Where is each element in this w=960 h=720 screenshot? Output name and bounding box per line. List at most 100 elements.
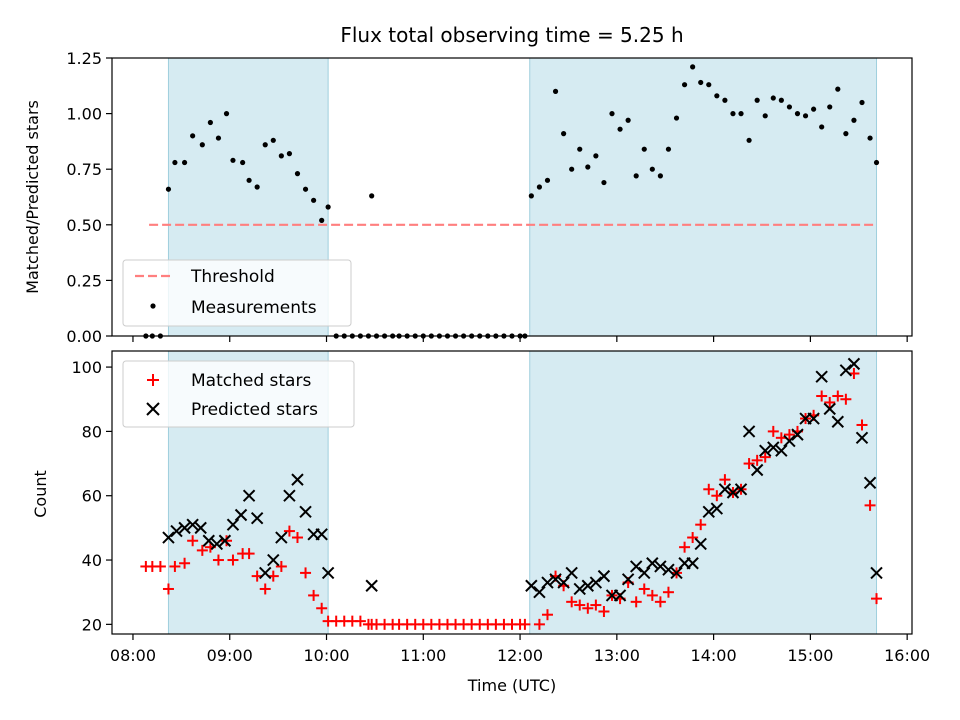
predicted-star-point-4 [194,521,207,535]
predicted-star-point-13 [267,553,280,567]
matched-star-point-73 [719,474,731,486]
predicted-marker-stroke-b [557,576,570,589]
count-panel-frame [111,350,913,635]
measurement-point-68 [673,115,680,121]
predicted-star-point-40 [670,566,683,580]
predicted-legend-marker [146,402,160,416]
predicted-star-point-9 [234,508,248,522]
measurement-point-9 [215,135,222,141]
matched-star-point-49 [519,618,531,630]
predicted-star-point-23 [533,585,546,599]
matched-star-point-56 [582,602,594,614]
measurement-point-58 [593,153,599,159]
matched-star-point-65 [654,596,666,608]
predicted-marker-stroke-b [734,483,748,496]
predicted-star-point-46 [718,483,732,496]
predicted-marker-stroke-b [783,434,796,448]
matched-star-point-13 [243,548,255,560]
ratio-ytick-label: 1.00 [66,105,102,124]
predicted-marker-stroke-b [742,425,756,438]
count-xtick-label: 14:00 [691,646,737,665]
predicted-marker-stroke-b [670,566,683,580]
predicted-marker-stroke-b [533,585,546,599]
measurement-point-88 [835,86,841,92]
ratio-ytick-label: 0.75 [66,160,102,179]
ratio-ytick-label: 1.25 [66,49,102,68]
measurement-point-92 [867,135,873,141]
predicted-star-point-53 [775,444,788,457]
predicted-star-point-36 [638,566,651,580]
predicted-marker-stroke-b [275,531,288,544]
matched-star-point-9 [212,554,224,566]
predicted-star-point-24 [541,576,554,589]
ratio-legend: Threshold Measurements [122,259,352,327]
measurement-point-93 [873,159,880,166]
predicted-marker-stroke-b [686,557,699,570]
predicted-marker-stroke-b [847,357,861,371]
measurement-point-64 [641,146,647,152]
predicted-star-point-60 [831,415,845,428]
measurement-point-63 [633,173,639,179]
count-ytick-label: 60 [82,487,102,506]
matched-star-point-20 [300,567,312,579]
predicted-star-point-54 [783,434,796,448]
predicted-star-point-39 [662,563,675,576]
predicted-marker-stroke-b [565,566,578,580]
matched-star-point-69 [687,532,699,544]
count-ytick-label: 40 [82,551,102,570]
predicted-star-point-16 [291,473,304,486]
matched-star-point-15 [259,583,271,595]
measurement-point-29 [369,193,375,199]
count-y-axis-label: Count [31,470,50,518]
predicted-legend-label: Predicted stars [191,400,318,420]
predicted-marker-stroke-b [863,476,877,490]
matched-star-point-18 [283,525,295,537]
measurement-point-10 [223,111,230,117]
measurement-point-60 [609,111,615,117]
matched-star-point-91 [864,499,876,511]
measurement-point-82 [786,104,793,110]
predicted-marker-stroke-b [831,415,845,428]
predicted-marker-stroke-b [621,573,635,586]
predicted-marker-stroke-b [589,576,603,589]
predicted-marker-stroke-b [718,483,732,496]
matched-star-point-79 [767,425,779,437]
predicted-star-point-27 [565,566,578,580]
matched-star-point-64 [646,589,658,601]
predicted-star-point-20 [321,566,335,580]
predicted-marker-stroke-b [646,557,659,570]
measurement-point-22 [319,217,325,223]
predicted-star-point-35 [629,560,643,573]
matched-star-point-2 [154,560,166,572]
predicted-marker-stroke-b [597,569,611,583]
predicted-star-point-6 [210,537,224,551]
predicted-marker-stroke-b [178,521,191,535]
predicted-star-point-15 [283,489,296,502]
predicted-star-point-51 [759,444,772,457]
predicted-marker-stroke-b [839,364,853,377]
predicted-star-point-25 [549,573,562,586]
predicted-star-point-8 [226,518,240,531]
measurement-point-54 [561,131,567,137]
predicted-star-point-14 [275,531,288,544]
measurement-point-66 [657,173,663,179]
predicted-marker-stroke-b [210,537,224,551]
measurement-point-71 [698,79,704,86]
predicted-marker-stroke-b [823,402,836,416]
matched-star-point-17 [275,560,287,572]
matched-legend-label: Matched stars [191,371,311,391]
measurement-point-80 [770,95,776,101]
measurement-point-90 [851,117,857,123]
measurement-point-17 [278,153,284,159]
measurement-point-21 [311,197,317,203]
predicted-marker-stroke-b [549,573,562,586]
predicted-star-point-63 [855,431,869,445]
measurement-point-73 [714,93,720,99]
matched-star-point-54 [566,596,578,608]
predicted-star-point-28 [573,582,586,596]
ratio-ytick-label: 0.25 [66,271,102,290]
predicted-marker-stroke-b [638,566,651,580]
predicted-marker-stroke-b [202,534,215,547]
measurement-point-86 [819,124,825,130]
measurement-point-55 [569,166,575,172]
